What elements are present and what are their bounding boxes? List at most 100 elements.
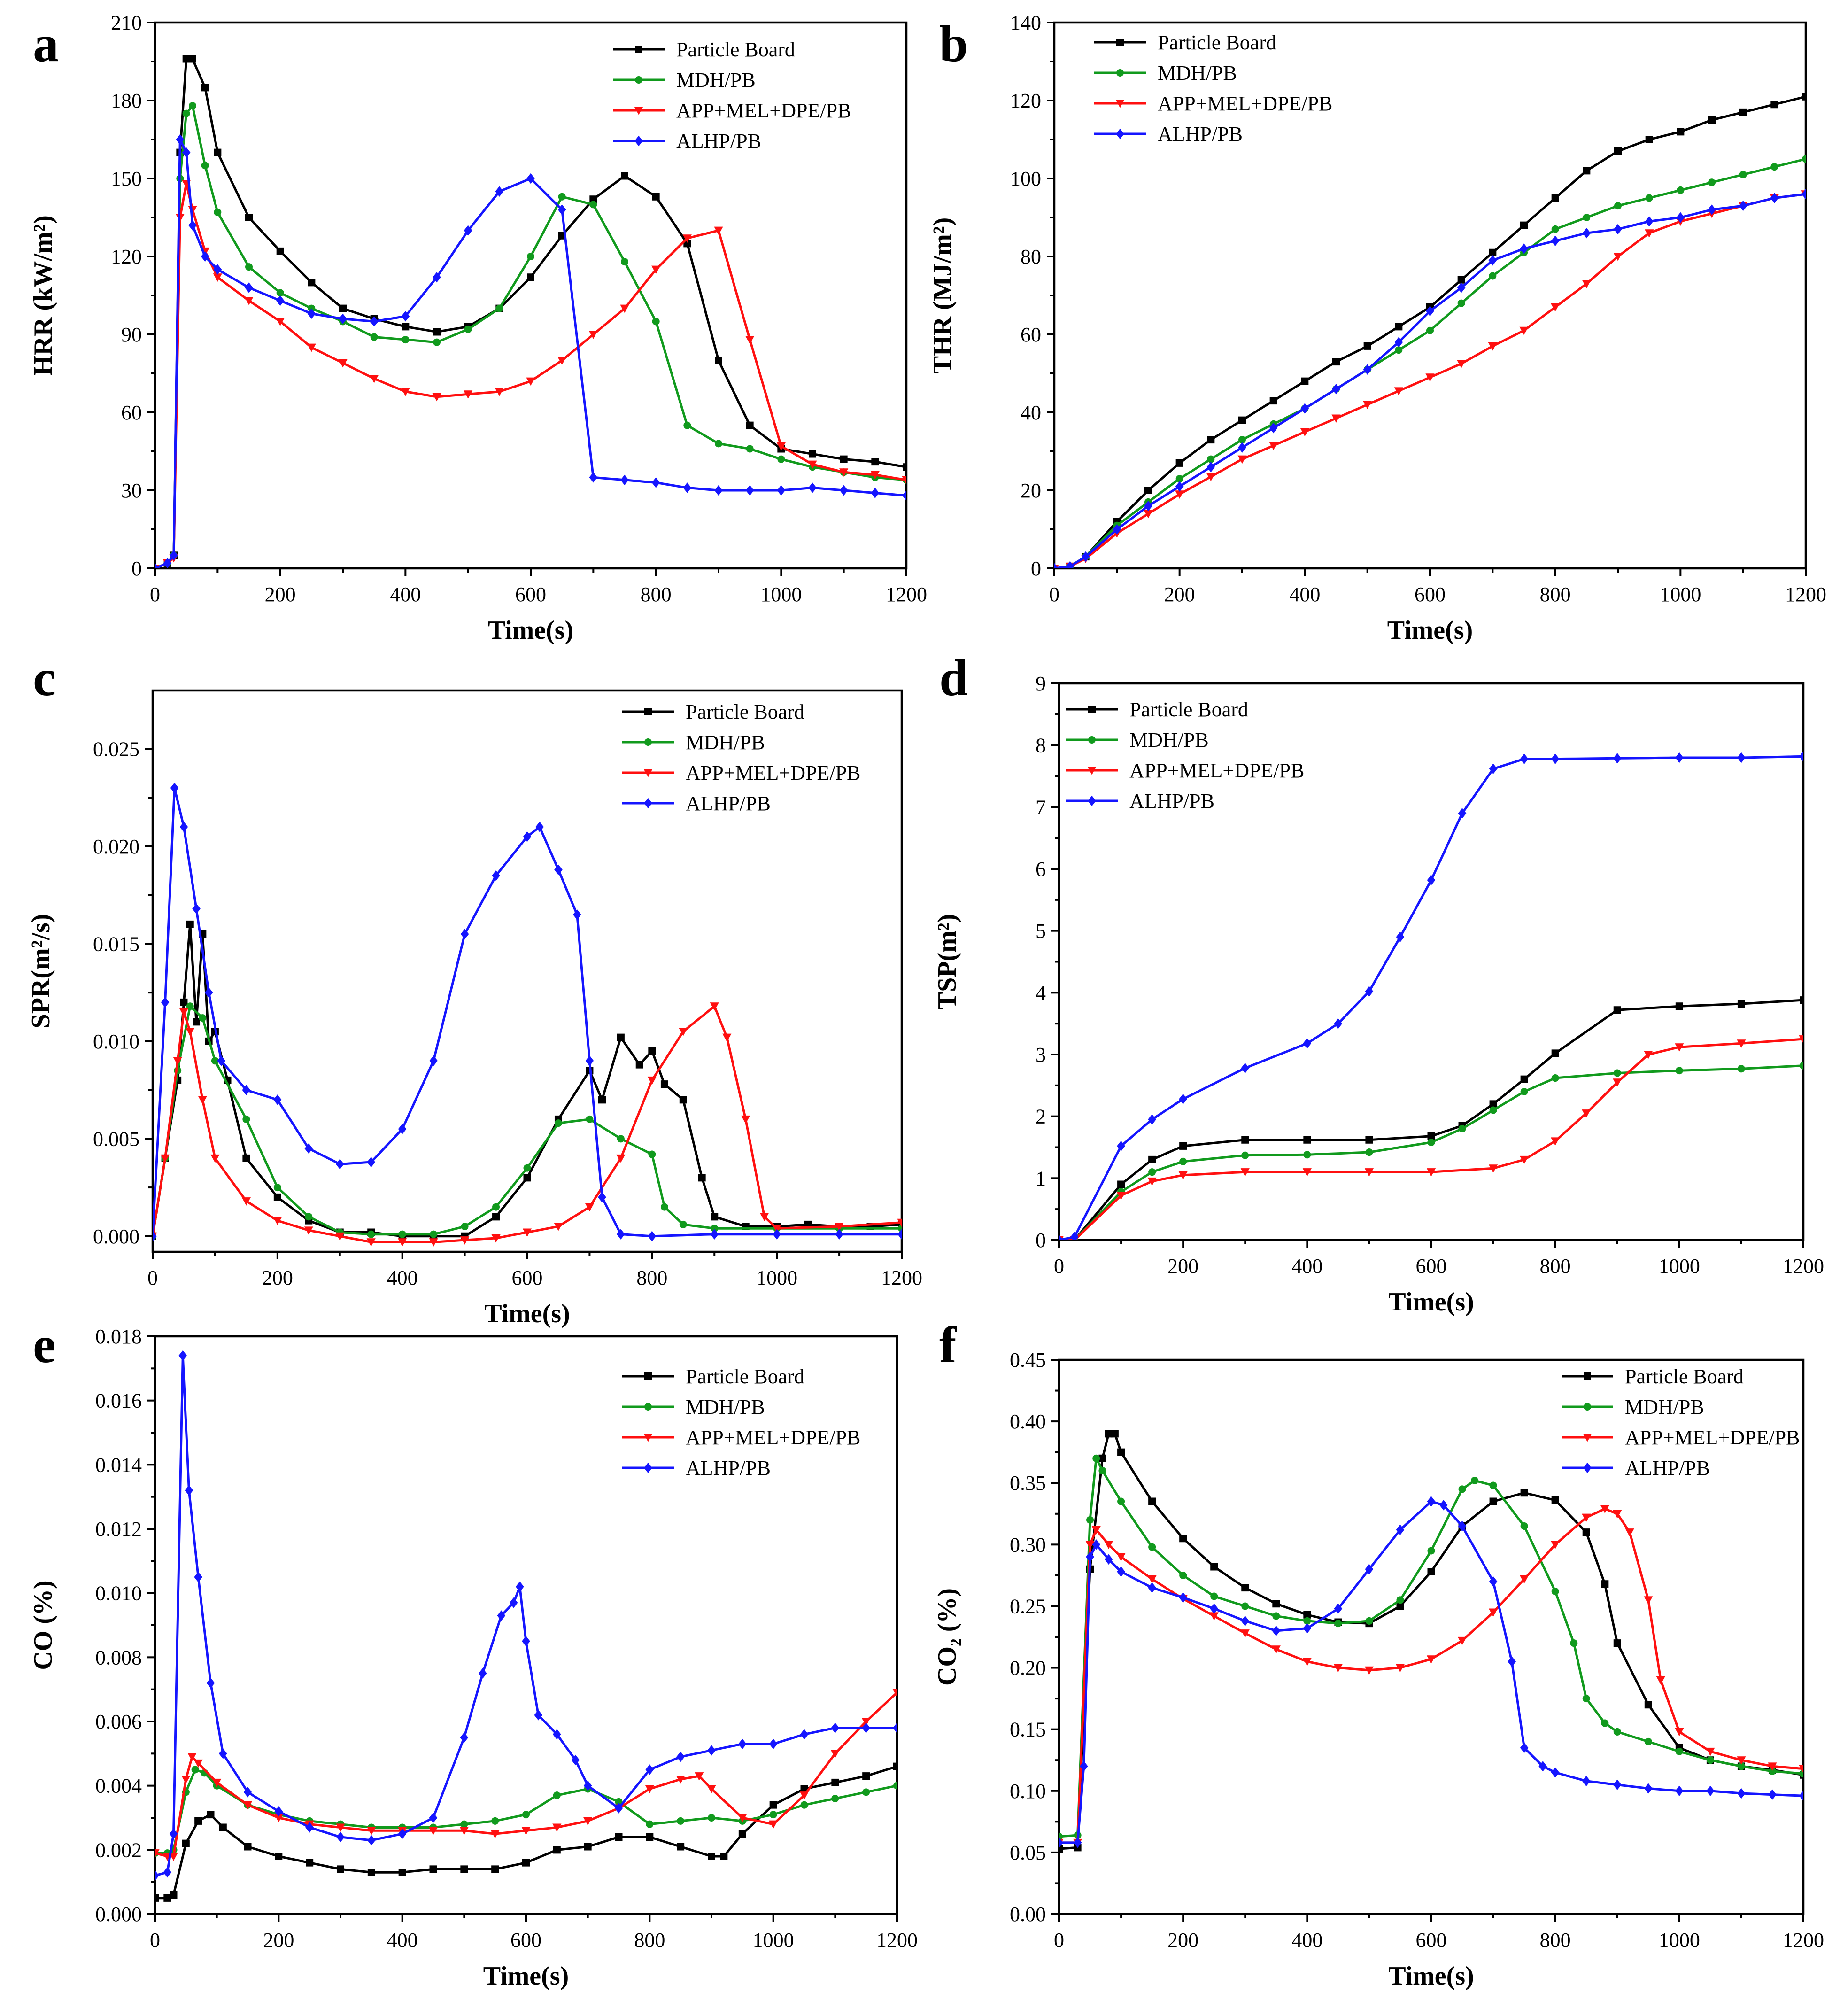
data-point [1301,377,1309,385]
data-point [1210,1563,1218,1571]
data-point [769,1820,778,1829]
y-tick-label: 0.025 [93,737,139,760]
data-point [1656,1676,1665,1685]
data-point [1458,808,1467,819]
data-point [893,1782,897,1790]
data-point [715,357,722,364]
data-point [800,1785,808,1793]
data-point [695,1772,704,1781]
data-point [583,1817,593,1826]
x-tick-label: 400 [387,1929,418,1952]
data-point [614,1803,623,1814]
data-point [646,1820,654,1828]
data-point [1364,1666,1374,1675]
data-point [304,1143,313,1154]
legend-label: ALHP/PB [1158,123,1243,146]
y-tick-label: 100 [1010,167,1041,190]
y-axis-title-d: TSP(m²) [933,914,962,1009]
data-point [1520,1742,1529,1753]
data-point [1583,167,1591,175]
data-point [1551,303,1560,312]
data-point [679,1096,687,1104]
data-point [182,147,191,158]
series-line-APP+MEL+DPE/PB [1059,1507,1803,1844]
data-point [1395,346,1403,354]
data-point [1085,1541,1095,1549]
data-point [245,214,253,221]
data-point [759,1213,769,1221]
y-tick-label: 20 [1021,479,1041,502]
data-point [831,1722,840,1733]
data-point [155,1870,159,1881]
data-point [1508,1656,1516,1667]
data-point [1148,1114,1156,1125]
data-point [1363,342,1371,350]
legend-marker [1116,128,1124,140]
legend-marker [1087,767,1097,775]
legend-d: Particle Board MDH/PB APP+MEL+DPE/PB ALHP/P… [1066,698,1304,813]
data-point [1570,1639,1578,1647]
data-point [155,1894,159,1902]
series-line-MDH/PB [1054,158,1806,568]
data-point [1457,299,1465,307]
data-point [176,134,185,145]
data-point [1582,1513,1591,1522]
data-point [1737,1788,1746,1799]
y-axis-title-c: SPR(m²/s) [26,914,55,1029]
x-tick-label: 1200 [1785,583,1826,606]
series-line-MDH/PB [1059,1064,1803,1240]
data-point [211,1057,219,1065]
legend-label: Particle Board [1625,1365,1744,1388]
data-point [1178,1171,1188,1180]
data-point [153,1231,157,1242]
data-point [871,458,879,466]
data-point [460,1865,468,1873]
data-point [367,1156,376,1168]
data-point [1365,1136,1373,1144]
series-d-1 [1059,1062,1803,1240]
data-point [1551,1137,1560,1146]
x-tick-label: 0 [1054,1255,1064,1278]
data-point [1426,1168,1436,1177]
data-point [495,388,504,396]
data-point [464,225,472,236]
data-point [522,1811,530,1819]
data-point [769,1801,777,1809]
data-point [1613,753,1622,764]
legend-marker [643,1434,653,1442]
legend-label: APP+MEL+DPE/PB [1625,1426,1800,1449]
data-point [1551,753,1560,764]
legend-label: ALHP/PB [1129,790,1214,813]
data-point [305,1822,314,1833]
data-point [1148,1543,1156,1551]
data-point [621,258,628,266]
data-point [1551,1049,1559,1057]
data-point [155,1849,160,1858]
data-point [1117,1566,1125,1577]
data-point [492,1203,500,1211]
data-point [1303,1136,1311,1144]
data-point [1489,1106,1497,1114]
data-point [526,377,535,386]
data-point [219,1823,227,1831]
data-point [1613,1639,1621,1647]
x-tick-label: 800 [634,1929,665,1952]
data-point [1582,228,1591,239]
x-tick-label: 1200 [876,1929,918,1952]
data-point [1457,276,1465,284]
data-point [1364,1168,1374,1177]
data-point [840,455,848,463]
data-point [161,997,170,1008]
data-point [1551,1541,1560,1549]
legend-label: APP+MEL+DPE/PB [1129,759,1304,782]
data-point [1206,462,1215,473]
data-point [1613,253,1623,261]
data-point [527,253,534,260]
data-point [769,1811,777,1819]
data-point [1737,752,1746,763]
data-point [1334,1018,1343,1029]
legend-marker [1583,1462,1592,1473]
data-point [1427,1496,1436,1507]
data-point [682,234,692,243]
data-point [1070,1232,1079,1240]
